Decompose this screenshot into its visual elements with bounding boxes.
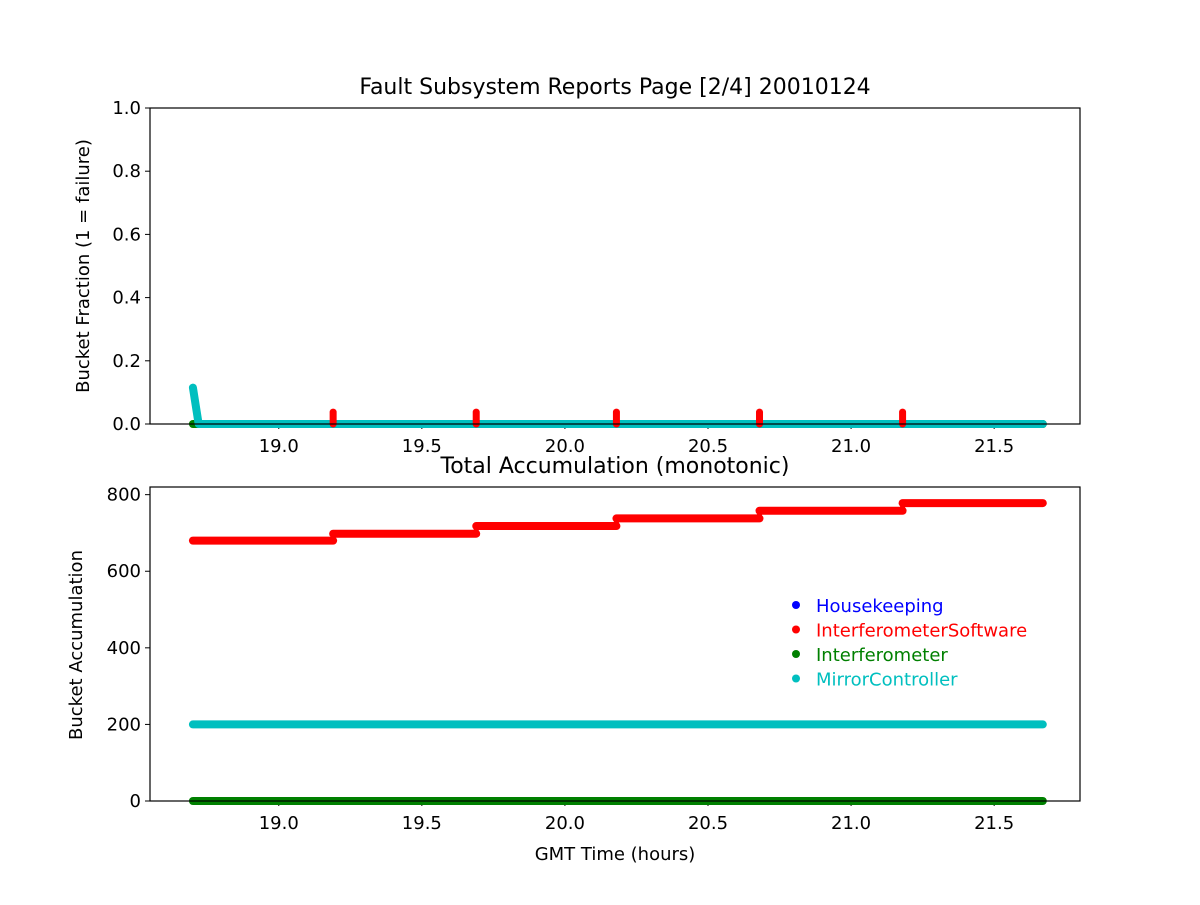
legend-label: Housekeeping xyxy=(816,596,944,617)
bottom-chart-title: Total Accumulation (monotonic) xyxy=(440,454,790,479)
bottom-panel: Total Accumulation (monotonic) Bucket Ac… xyxy=(66,454,1081,865)
legend-marker xyxy=(792,674,800,683)
top-x-tick-label: 19.0 xyxy=(259,436,299,457)
top-series-interferometersoftware xyxy=(329,408,907,428)
top-y-tick-label: 0.6 xyxy=(112,224,141,245)
top-x-tick-label: 21.0 xyxy=(831,436,871,457)
top-axes-frame xyxy=(149,107,1081,425)
bottom-x-tick-label: 21.0 xyxy=(831,813,871,834)
top-chart-title: Fault Subsystem Reports Page [2/4] 20010… xyxy=(359,75,870,100)
top-y-tick-label: 0.4 xyxy=(112,288,141,309)
top-plot-area: 19.0 19.5 20.0 20.5 21.0 21.5 0.0 0.2 0.4 0.6 0.8 1… xyxy=(112,98,1047,457)
bottom-y-tick-label: 400 xyxy=(107,638,141,659)
bottom-x-tick-label: 20.0 xyxy=(545,813,585,834)
legend-marker xyxy=(792,650,800,658)
top-y-tick-label: 1.0 xyxy=(112,98,141,119)
bottom-x-tick-label: 20.5 xyxy=(688,813,728,834)
top-y-axis-label: Bucket Fraction (1 = failure) xyxy=(73,139,94,393)
top-y-tick-label: 0.2 xyxy=(112,351,141,372)
bottom-series-interferometersoftware xyxy=(188,499,1047,545)
top-x-tick-label: 19.5 xyxy=(402,436,442,457)
legend-label: Interferometer xyxy=(816,645,948,666)
bottom-y-tick-label: 0 xyxy=(130,791,141,812)
top-y-tick-label: 0.8 xyxy=(112,161,141,182)
bottom-axes-frame xyxy=(149,486,1081,802)
top-panel: Fault Subsystem Reports Page [2/4] 20010… xyxy=(73,75,1081,457)
bottom-y-tick-label: 600 xyxy=(107,561,141,582)
legend: Housekeeping InterferometerSoftware Interf… xyxy=(792,596,1027,691)
legend-label: InterferometerSoftware xyxy=(816,621,1027,642)
legend-marker xyxy=(792,625,800,634)
bottom-x-tick-label: 21.5 xyxy=(974,813,1014,834)
top-x-tick-label: 20.5 xyxy=(688,436,728,457)
bottom-y-axis-label: Bucket Accumulation xyxy=(66,550,87,740)
bottom-x-axis-label: GMT Time (hours) xyxy=(535,844,696,865)
bottom-y-tick-label: 200 xyxy=(107,714,141,735)
legend-marker xyxy=(792,601,800,609)
top-y-tick-label: 0.0 xyxy=(112,414,141,435)
bottom-x-tick-label: 19.0 xyxy=(259,813,299,834)
top-x-tick-label: 20.0 xyxy=(545,436,585,457)
legend-label: MirrorController xyxy=(816,670,958,691)
bottom-y-tick-label: 800 xyxy=(107,485,141,506)
bottom-x-tick-label: 19.5 xyxy=(402,813,442,834)
top-x-tick-label: 21.5 xyxy=(974,436,1014,457)
